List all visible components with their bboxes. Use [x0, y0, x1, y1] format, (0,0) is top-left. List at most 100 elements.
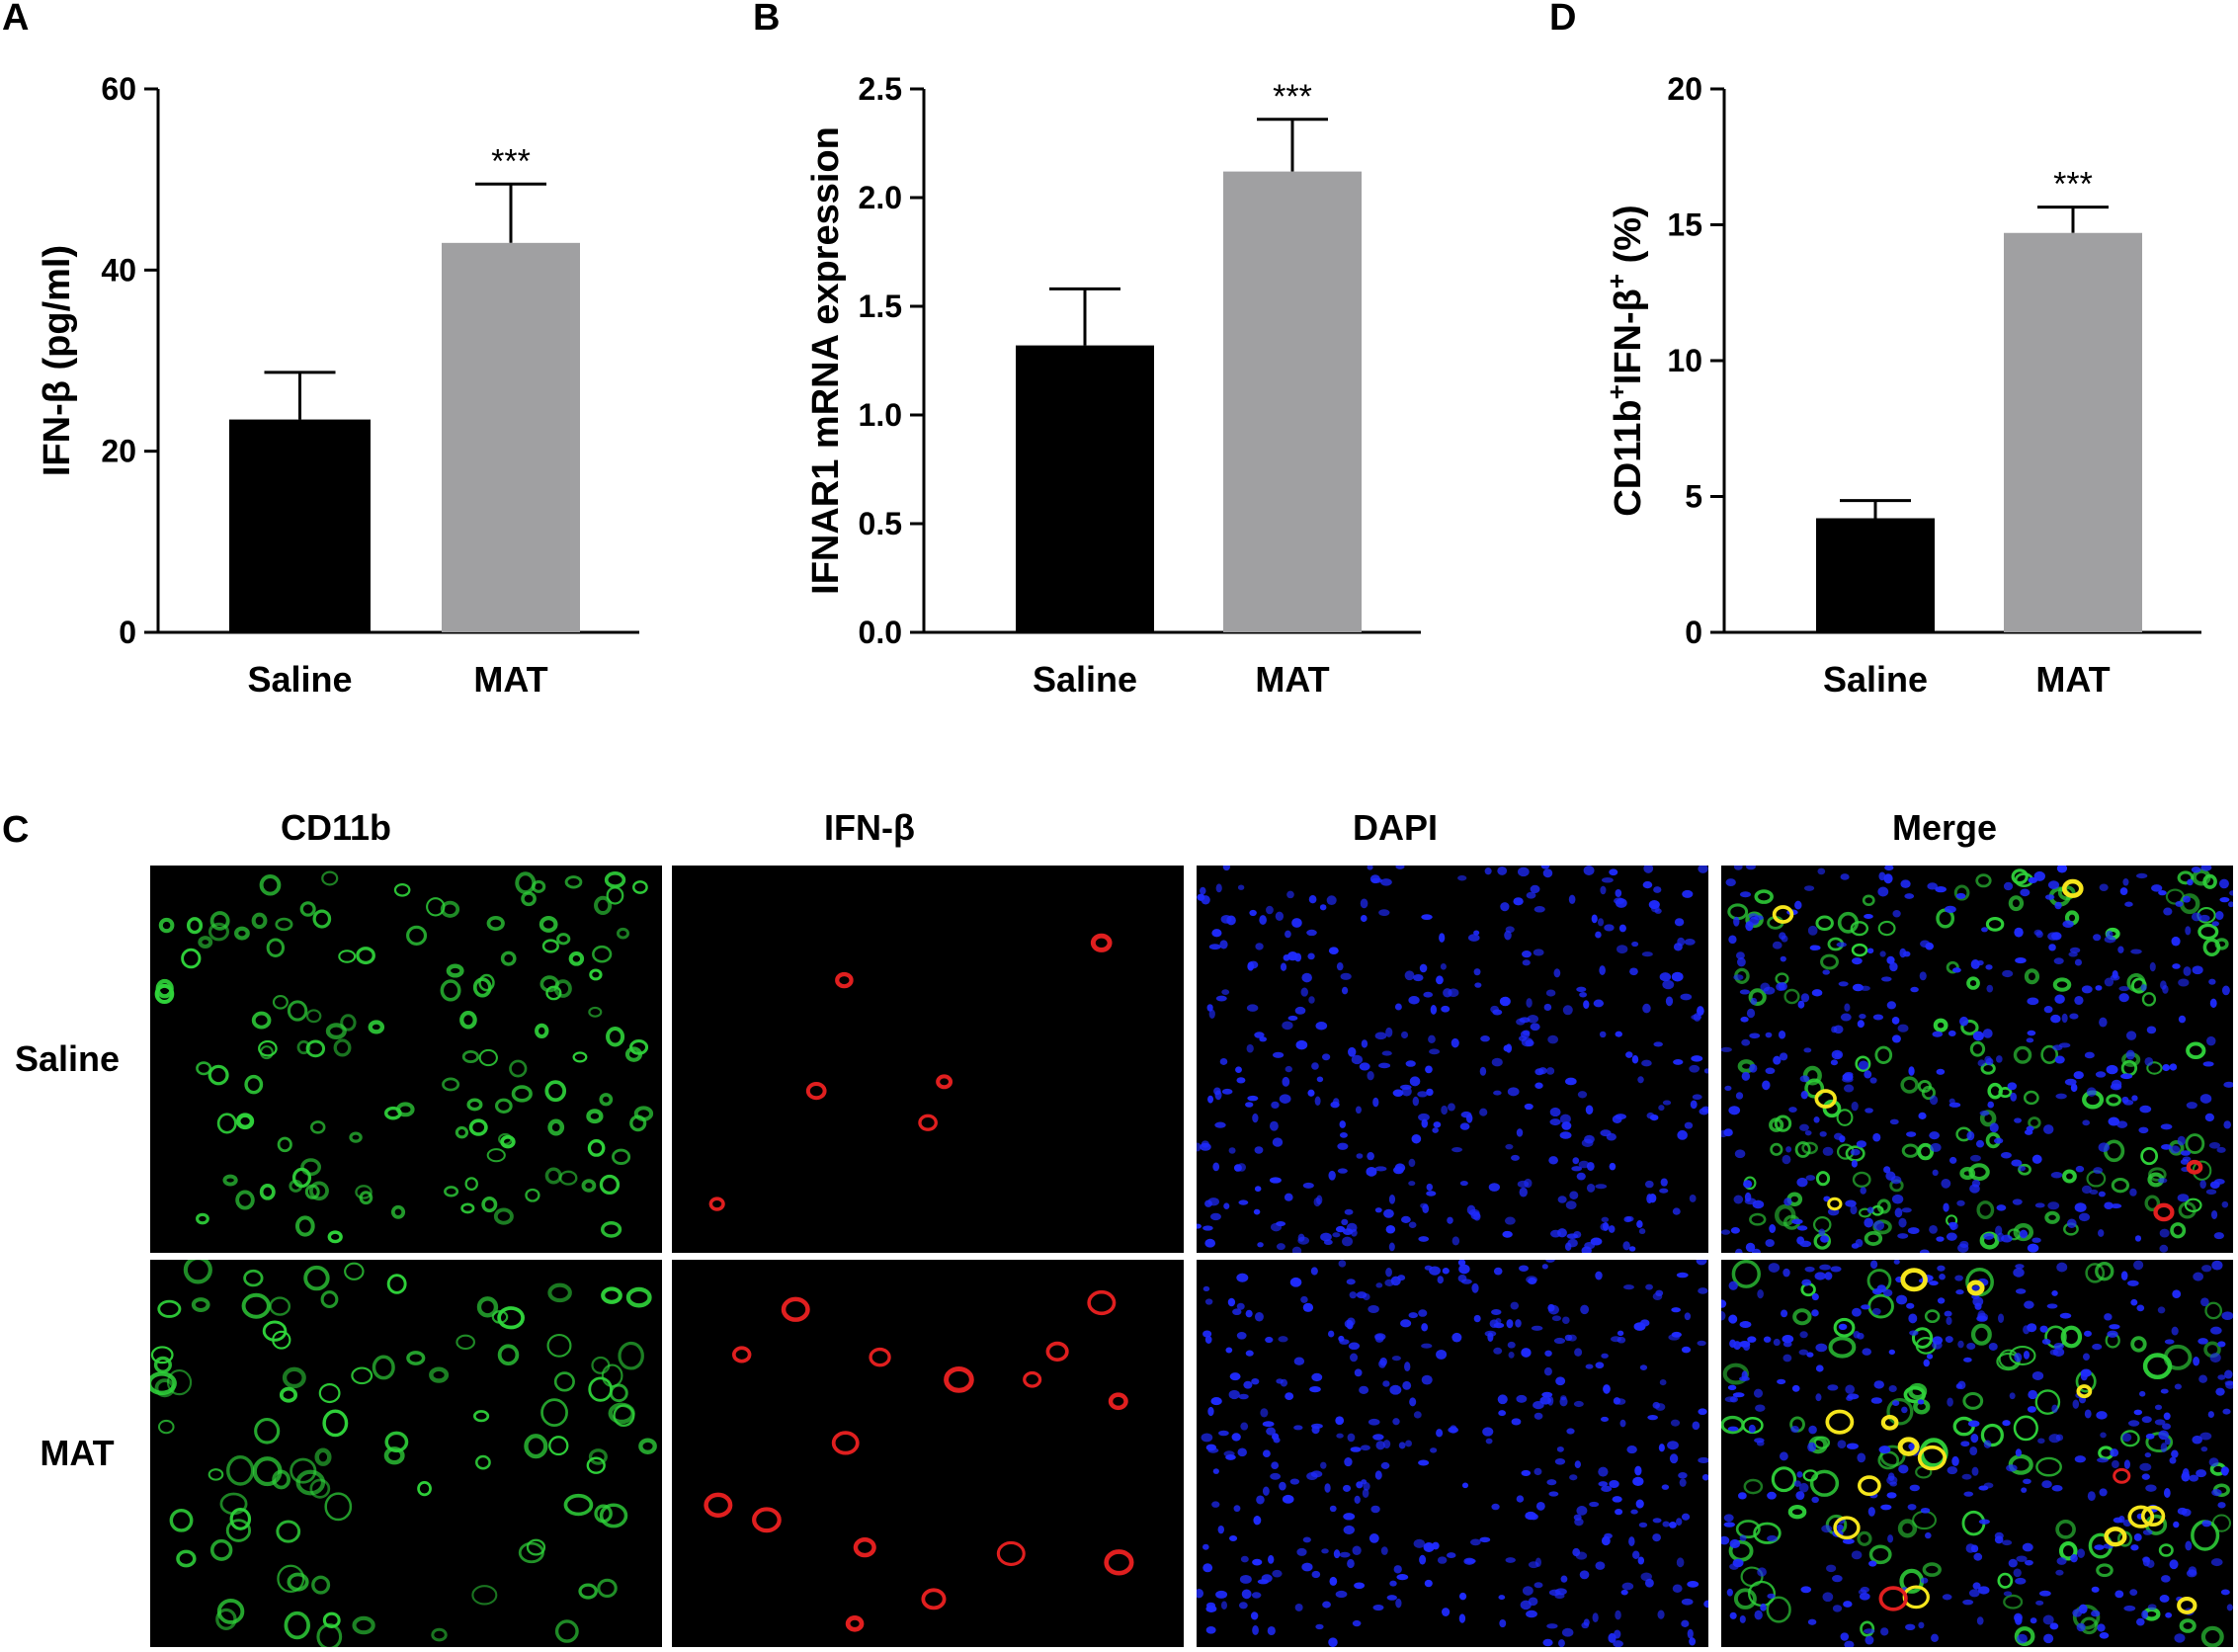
nucleus-dot: [1630, 1509, 1638, 1515]
nucleus-dot: [2024, 1559, 2033, 1566]
nucleus-dot: [1395, 1598, 1402, 1609]
nucleus-dot: [1328, 1637, 1338, 1647]
nucleus-dot: [1409, 1076, 1421, 1087]
nucleus-dot: [1750, 997, 1758, 1006]
cell-marker: [429, 1366, 450, 1383]
nucleus-dot: [1595, 1362, 1605, 1369]
nucleus-dot: [1691, 1055, 1703, 1062]
nucleus-dot: [1347, 1558, 1355, 1569]
nucleus-dot: [1729, 1611, 1737, 1619]
cell-marker: [497, 1306, 525, 1330]
nucleus-dot: [1294, 1006, 1306, 1015]
cell-marker: [1969, 1040, 1986, 1057]
nucleus-dot: [1341, 1218, 1349, 1226]
ifn-positive-cell: [845, 1615, 865, 1632]
nucleus-dot: [1628, 1536, 1635, 1546]
nucleus-dot: [1307, 952, 1315, 960]
nucleus-dot: [1884, 866, 1894, 871]
nucleus-dot: [1464, 1558, 1476, 1564]
nucleus-dot: [1306, 929, 1317, 937]
nucleus-dot: [1681, 1619, 1690, 1628]
nucleus-dot: [2049, 1622, 2059, 1630]
nucleus-dot: [1265, 1336, 1274, 1344]
nucleus-dot: [1250, 1611, 1259, 1620]
nucleus-dot: [2181, 1471, 2191, 1482]
cell-marker: [1998, 1086, 2013, 1099]
nucleus-dot: [2003, 881, 2014, 891]
nucleus-dot: [2164, 1438, 2171, 1446]
nucleus-dot: [1546, 1623, 1558, 1629]
cell-marker: [588, 1448, 608, 1465]
nucleus-dot: [1359, 1062, 1370, 1071]
nucleus-dot: [1631, 1055, 1639, 1064]
nucleus-dot: [2027, 997, 2039, 1006]
nucleus-dot: [1280, 962, 1287, 971]
nucleus-dot: [1340, 972, 1352, 980]
ifn-positive-cell: [2104, 1527, 2127, 1547]
bar-mat: [1223, 171, 1362, 632]
nucleus-dot: [1341, 986, 1349, 995]
nucleus-dot: [1461, 1482, 1469, 1489]
nucleus-dot: [1426, 1191, 1437, 1197]
nucleus-dot: [2015, 1448, 2023, 1457]
nucleus-dot: [1929, 1224, 1938, 1234]
nucleus-dot: [2215, 911, 2224, 921]
nucleus-dot: [1616, 1330, 1624, 1337]
nucleus-dot: [1484, 867, 1492, 875]
nucleus-dot: [2028, 876, 2038, 883]
nucleus-dot: [1971, 1466, 1979, 1476]
y-tick-label: 15: [1667, 207, 1702, 243]
nucleus-dot: [2014, 927, 2024, 938]
cell-marker: [521, 891, 537, 907]
nucleus-dot: [2020, 888, 2031, 897]
cell-marker: [1857, 1530, 1872, 1546]
nucleus-dot: [1880, 1504, 1892, 1511]
nucleus-dot: [1545, 1067, 1555, 1075]
nucleus-dot: [2002, 969, 2014, 978]
ifn-positive-cell: [869, 1347, 891, 1367]
nucleus-dot: [1673, 1059, 1684, 1065]
nucleus-dot: [1451, 1332, 1462, 1343]
nucleus-dot: [1375, 1282, 1383, 1288]
nucleus-dot: [2108, 1116, 2120, 1126]
cell-marker: [589, 968, 603, 981]
nucleus-dot: [1310, 1267, 1318, 1276]
nucleus-dot: [2030, 1617, 2037, 1624]
column-title: Merge: [1892, 807, 1997, 848]
nucleus-dot: [2066, 1218, 2077, 1229]
nucleus-dot: [1880, 976, 1892, 982]
nucleus-dot: [1211, 1501, 1220, 1508]
nucleus-dot: [1659, 1188, 1669, 1194]
nucleus-dot: [1939, 1274, 1946, 1280]
nucleus-dot: [1822, 969, 1830, 975]
cell-marker: [294, 1215, 315, 1237]
cell-marker: [564, 875, 583, 889]
nucleus-dot: [1883, 873, 1893, 884]
nucleus-dot: [1907, 1504, 1917, 1511]
cell-marker: [209, 1538, 233, 1561]
cell-marker: [207, 1064, 229, 1086]
nucleus-dot: [1252, 1558, 1263, 1566]
category-label: Saline: [1033, 659, 1137, 700]
cell-marker: [601, 1363, 623, 1388]
nucleus-dot: [1909, 1484, 1921, 1492]
cell-marker: [1876, 1198, 1891, 1214]
nucleus-dot: [1929, 1095, 1939, 1106]
nucleus-dot: [1480, 1035, 1490, 1042]
nucleus-dot: [1356, 1291, 1368, 1299]
nucleus-dot: [1932, 1341, 1943, 1350]
bar-mat: [2004, 232, 2142, 632]
ifn-positive-cell: [1825, 1409, 1855, 1435]
ifn-positive-cell: [2113, 1467, 2131, 1484]
y-tick-label: 10: [1667, 343, 1702, 378]
nucleus-dot: [2112, 970, 2118, 979]
cell-marker: [1897, 1519, 1918, 1538]
nucleus-dot: [2041, 1338, 2051, 1345]
nucleus-dot: [1684, 1312, 1692, 1321]
nucleus-dot: [2058, 1042, 2071, 1048]
nucleus-dot: [1499, 996, 1511, 1007]
nucleus-dot: [1311, 1062, 1319, 1070]
significance-marker: ***: [491, 142, 531, 180]
nucleus-dot: [1217, 1525, 1224, 1534]
